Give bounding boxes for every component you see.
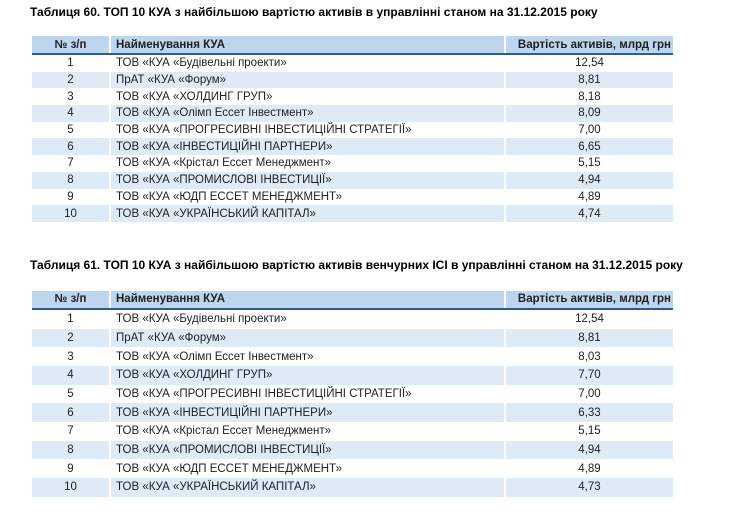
row-number-cell: 6 (32, 138, 111, 156)
company-name-cell: ПрАТ «КУА «Форум» (111, 328, 506, 348)
company-name-cell: ТОВ «КУА «ХОЛДИНГ ГРУП» (111, 88, 506, 106)
asset-value-cell: 8,81 (578, 331, 601, 344)
asset-value-cell: 4,89 (578, 190, 601, 203)
asset-value-cell: 4,94 (578, 174, 601, 187)
header-cell-number: № з/п (32, 290, 111, 308)
header-cell-name: Найменування КУА (111, 36, 506, 53)
asset-value-cell: 6,33 (578, 406, 601, 419)
company-name-cell: ТОВ «КУА «Крістал Ессет Менеджмент» (111, 155, 506, 172)
row-number-cell: 2 (32, 71, 111, 89)
header-cell-value: Вартість активів, млрд грн (517, 293, 671, 306)
row-number-cell: 7 (32, 422, 111, 441)
company-name-cell: ТОВ «КУА «Олімп Ессет Інвестмент» (111, 105, 506, 122)
company-name-cell: ТОВ «КУА «ПРОГРЕСИВНІ ІНВЕСТИЦІЙНІ СТРАТ… (111, 384, 506, 404)
row-number-cell: 4 (32, 365, 111, 385)
asset-value-cell: 4,94 (578, 444, 601, 457)
table-row: 1 ТОВ «КУА «Будівельні проекти» 12,54 (32, 309, 673, 329)
row-number-cell: 3 (32, 347, 111, 366)
table-row: 5 ТОВ «КУА «ПРОГРЕСИВНІ ІНВЕСТИЦІЙНІ СТРА… (32, 384, 673, 404)
table-row: 6 ТОВ «КУА «ІНВЕСТИЦІЙНІ ПАРТНЕРИ» 6,33 (32, 403, 673, 422)
company-name-cell: ТОВ «КУА «ЮДП ЕССЕТ МЕНЕДЖМЕНТ» (111, 459, 506, 479)
company-name-cell: ТОВ «КУА «Будівельні проекти» (111, 309, 506, 329)
header-cell-name: Найменування КУА (111, 290, 506, 308)
row-number-cell: 10 (32, 478, 111, 497)
header-cell-number: № з/п (32, 36, 111, 53)
asset-value-cell: 7,00 (578, 387, 601, 400)
asset-value-cell: 8,03 (578, 350, 601, 363)
asset-value-cell: 5,15 (578, 425, 601, 438)
row-number-cell: 8 (32, 171, 111, 189)
table-row: 7 ТОВ «КУА «Крістал Ессет Менеджмент» 5,15 (32, 155, 673, 172)
row-number-cell: 9 (32, 188, 111, 206)
row-number-cell: 1 (32, 55, 111, 72)
asset-value-cell: 4,89 (578, 462, 601, 475)
row-number-cell: 5 (32, 384, 111, 404)
table-row: 9 ТОВ «КУА «ЮДП ЕССЕТ МЕНЕДЖМЕНТ» 4,89 (32, 459, 673, 479)
table-row: 5 ТОВ «КУА «ПРОГРЕСИВНІ ІНВЕСТИЦІЙНІ СТРА… (32, 121, 673, 139)
table-row: 9 ТОВ «КУА «ЮДП ЕССЕТ МЕНЕДЖМЕНТ» 4,89 (32, 188, 673, 206)
row-number-cell: 6 (32, 403, 111, 422)
company-name-cell: ТОВ «КУА «Будівельні проекти» (111, 55, 506, 72)
company-name-cell: ТОВ «КУА «ІНВЕСТИЦІЙНІ ПАРТНЕРИ» (111, 403, 506, 422)
row-number-cell: 7 (32, 155, 111, 172)
row-number-cell: 3 (32, 88, 111, 106)
company-name-cell: ТОВ «КУА «ПРОМИСЛОВІ ІНВЕСТИЦІЇ» (111, 440, 506, 460)
asset-value-cell: 8,81 (578, 74, 601, 87)
asset-value-cell: 7,00 (578, 124, 601, 137)
table-60-caption: Таблиця 60. ТОП 10 КУА з найбільшою варт… (30, 5, 598, 19)
table-row: 8 ТОВ «КУА «ПРОМИСЛОВІ ІНВЕСТИЦІЇ» 4,94 (32, 440, 673, 460)
table-row: 8 ТОВ «КУА «ПРОМИСЛОВІ ІНВЕСТИЦІЇ» 4,94 (32, 171, 673, 189)
row-number-cell: 2 (32, 328, 111, 348)
row-number-cell: 10 (32, 205, 111, 222)
company-name-cell: ПрАТ «КУА «Форум» (111, 71, 506, 89)
table-top10-kua-venture-assets: № з/п Найменування КУА Вартість активів,… (32, 290, 673, 497)
table-row: 4 ТОВ «КУА «Олімп Ессет Інвестмент» 8,09 (32, 105, 673, 122)
row-number-cell: 8 (32, 440, 111, 460)
table-body: 1 ТОВ «КУА «Будівельні проекти» 12,54 2 ПрАТ… (32, 55, 673, 222)
company-name-cell: ТОВ «КУА «ПРОМИСЛОВІ ІНВЕСТИЦІЇ» (111, 171, 506, 189)
table-row: 10 ТОВ «КУА «УКРАЇНСЬКИЙ КАПІТАЛ» 4,73 (32, 478, 673, 497)
company-name-cell: ТОВ «КУА «ІНВЕСТИЦІЙНІ ПАРТНЕРИ» (111, 138, 506, 156)
asset-value-cell: 12,54 (575, 57, 604, 70)
table-row: 4 ТОВ «КУА «ХОЛДИНГ ГРУП» 7,70 (32, 365, 673, 385)
table-row: 6 ТОВ «КУА «ІНВЕСТИЦІЙНІ ПАРТНЕРИ» 6,65 (32, 138, 673, 156)
company-name-cell: ТОВ «КУА «Олімп Ессет Інвестмент» (111, 347, 506, 366)
asset-value-cell: 4,73 (578, 481, 601, 494)
asset-value-cell: 12,54 (575, 313, 604, 326)
header-cell-value: Вартість активів, млрд грн (517, 38, 671, 51)
asset-value-cell: 7,70 (578, 369, 601, 382)
table-row: 2 ПрАТ «КУА «Форум» 8,81 (32, 71, 673, 89)
table-row: 7 ТОВ «КУА «Крістал Ессет Менеджмент» 5,15 (32, 422, 673, 441)
company-name-cell: ТОВ «КУА «УКРАЇНСЬКИЙ КАПІТАЛ» (111, 205, 506, 222)
table-row: 10 ТОВ «КУА «УКРАЇНСЬКИЙ КАПІТАЛ» 4,74 (32, 205, 673, 222)
table-row: 1 ТОВ «КУА «Будівельні проекти» 12,54 (32, 55, 673, 72)
table-61-caption: Таблиця 61. ТОП 10 КУА з найбільшою варт… (30, 257, 683, 272)
company-name-cell: ТОВ «КУА «ПРОГРЕСИВНІ ІНВЕСТИЦІЙНІ СТРАТ… (111, 121, 506, 139)
asset-value-cell: 6,65 (578, 140, 601, 153)
asset-value-cell: 8,09 (578, 107, 601, 120)
table-body: 1 ТОВ «КУА «Будівельні проекти» 12,54 2 ПрАТ… (32, 309, 673, 497)
company-name-cell: ТОВ «КУА «УКРАЇНСЬКИЙ КАПІТАЛ» (111, 478, 506, 497)
row-number-cell: 9 (32, 459, 111, 479)
company-name-cell: ТОВ «КУА «ХОЛДИНГ ГРУП» (111, 365, 506, 385)
table-top10-kua-assets: № з/п Найменування КУА Вартість активів,… (32, 36, 673, 222)
row-number-cell: 1 (32, 309, 111, 329)
company-name-cell: ТОВ «КУА «ЮДП ЕССЕТ МЕНЕДЖМЕНТ» (111, 188, 506, 206)
asset-value-cell: 5,15 (578, 157, 601, 170)
company-name-cell: ТОВ «КУА «Крістал Ессет Менеджмент» (111, 422, 506, 441)
table-row: 3 ТОВ «КУА «Олімп Ессет Інвестмент» 8,03 (32, 347, 673, 366)
table-row: 3 ТОВ «КУА «ХОЛДИНГ ГРУП» 8,18 (32, 88, 673, 106)
table-row: 2 ПрАТ «КУА «Форум» 8,81 (32, 328, 673, 348)
asset-value-cell: 4,74 (578, 207, 601, 220)
header-row: № з/п Найменування КУА Вартість активів,… (32, 290, 673, 310)
row-number-cell: 5 (32, 121, 111, 139)
asset-value-cell: 8,18 (578, 90, 601, 103)
row-number-cell: 4 (32, 105, 111, 122)
header-row: № з/п Найменування КУА Вартість активів,… (32, 36, 673, 55)
